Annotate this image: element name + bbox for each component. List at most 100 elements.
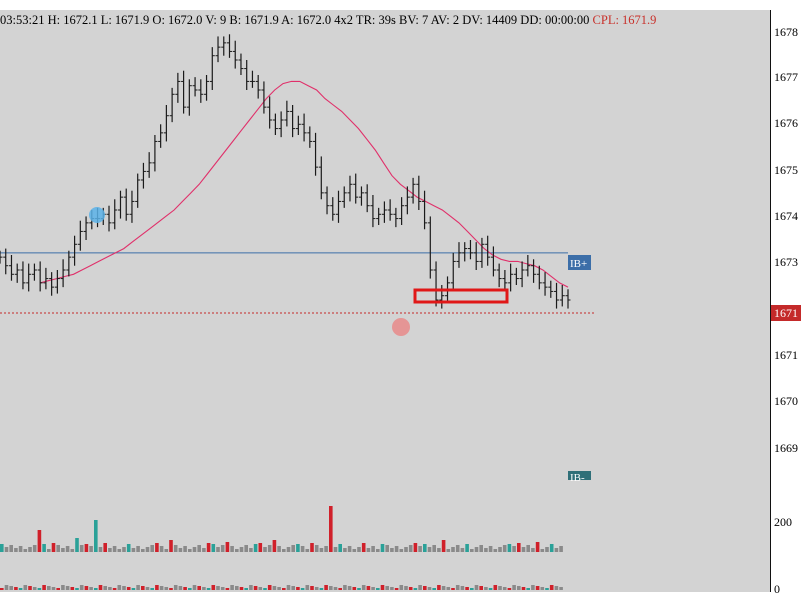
delta-bar: [28, 586, 32, 590]
volume-bar: [545, 547, 549, 552]
delta-bar: [230, 585, 234, 590]
price-bar: [381, 201, 387, 223]
volume-bar: [126, 544, 131, 552]
price-bar: [152, 135, 158, 172]
delta-bar: [399, 585, 404, 590]
price-bar: [66, 250, 72, 277]
delta-bar: [437, 585, 441, 590]
volume-bar: [225, 542, 230, 552]
volume-bar: [183, 546, 187, 552]
price-bar: [272, 113, 278, 135]
price-bar: [330, 197, 336, 221]
delta-bar: [526, 588, 530, 590]
delta-bar: [371, 587, 375, 590]
price-bar: [215, 36, 221, 63]
price-bar: [37, 261, 43, 292]
delta-bar: [361, 585, 366, 590]
price-axis-label: 1678: [774, 25, 798, 39]
price-bar: [387, 199, 393, 221]
price-bar: [324, 186, 330, 215]
price-bar: [336, 190, 342, 223]
delta-bar: [484, 587, 488, 590]
price-bar: [255, 75, 261, 99]
delta-bar: [56, 588, 60, 590]
price-bar: [341, 186, 347, 208]
volume-bar: [79, 545, 84, 552]
volume-bar: [188, 549, 192, 552]
volume-bar: [136, 546, 140, 552]
delta-bar: [112, 588, 117, 590]
delta-bar: [0, 588, 4, 590]
price-axis[interactable]: 1678 1677 1676 1675 1674 1673 1671 1671 …: [770, 10, 801, 596]
price-bar: [364, 184, 370, 213]
price-bar: [473, 242, 479, 270]
volume-bar: [216, 547, 220, 552]
delta-bar: [42, 585, 46, 590]
volume-bar: [343, 548, 347, 552]
price-bar: [244, 60, 250, 90]
delta-bar: [343, 585, 347, 590]
delta-bar: [51, 587, 56, 590]
price-bar: [496, 263, 502, 288]
volume-bar: [399, 549, 404, 552]
delta-bar: [559, 587, 563, 590]
volume-bar: [9, 545, 13, 552]
price-bar: [450, 252, 456, 292]
delta-bar: [61, 585, 65, 590]
volume-bar: [4, 547, 9, 552]
delta-bar: [296, 587, 300, 590]
price-bar: [376, 207, 382, 225]
delta-bar: [155, 585, 159, 590]
volume-bar: [37, 530, 42, 552]
delta-bar: [531, 585, 535, 590]
delta-bar: [89, 587, 93, 590]
price-bar: [60, 259, 66, 288]
volume-bar: [145, 547, 150, 552]
volume-bar: [404, 547, 408, 552]
volume-bar: [42, 544, 46, 552]
price-axis-label: 1674: [774, 209, 798, 223]
price-bar: [318, 156, 324, 200]
volume-bar: [376, 549, 380, 552]
volume-bar: [554, 548, 559, 552]
delta-bar: [521, 587, 526, 590]
volume-bar: [23, 549, 28, 552]
volume-bar: [319, 548, 324, 552]
volume-axis-label: 200: [774, 515, 792, 529]
price-bar: [422, 190, 428, 230]
chart-area[interactable]: [0, 10, 770, 592]
price-axis-label: 1676: [774, 116, 798, 130]
volume-bar: [178, 548, 183, 552]
volume-bar: [310, 543, 314, 552]
price-axis-label: 1670: [774, 394, 798, 408]
volume-bar: [352, 549, 357, 552]
volume-bar: [333, 547, 338, 552]
volume-bar: [150, 545, 154, 552]
price-bar: [433, 261, 439, 307]
volume-bar: [493, 549, 498, 552]
volume-bar: [507, 544, 512, 552]
price-chart[interactable]: IB+ IB-: [0, 0, 770, 592]
volume-bar: [498, 547, 502, 552]
delta-bar: [498, 586, 502, 590]
volume-bar: [413, 543, 418, 552]
price-bar: [249, 70, 255, 88]
delta-bar: [460, 586, 465, 590]
delta-bar: [507, 588, 512, 590]
delta-bar: [423, 586, 427, 590]
volume-bar: [549, 544, 554, 552]
delta-bar: [103, 586, 107, 590]
delta-bar: [263, 588, 267, 590]
delta-bar: [474, 585, 479, 590]
delta-bar: [94, 588, 98, 590]
volume-bar: [423, 544, 427, 552]
price-bar: [462, 242, 468, 262]
delta-bar: [122, 586, 126, 590]
delta-bar: [14, 587, 18, 590]
price-bar: [0, 250, 3, 264]
delta-bar: [390, 587, 394, 590]
delta-bar: [249, 585, 253, 590]
volume-bar: [470, 549, 474, 552]
volume-axis-label: 0: [774, 582, 780, 596]
ib-high-marker: IB+: [568, 255, 591, 270]
